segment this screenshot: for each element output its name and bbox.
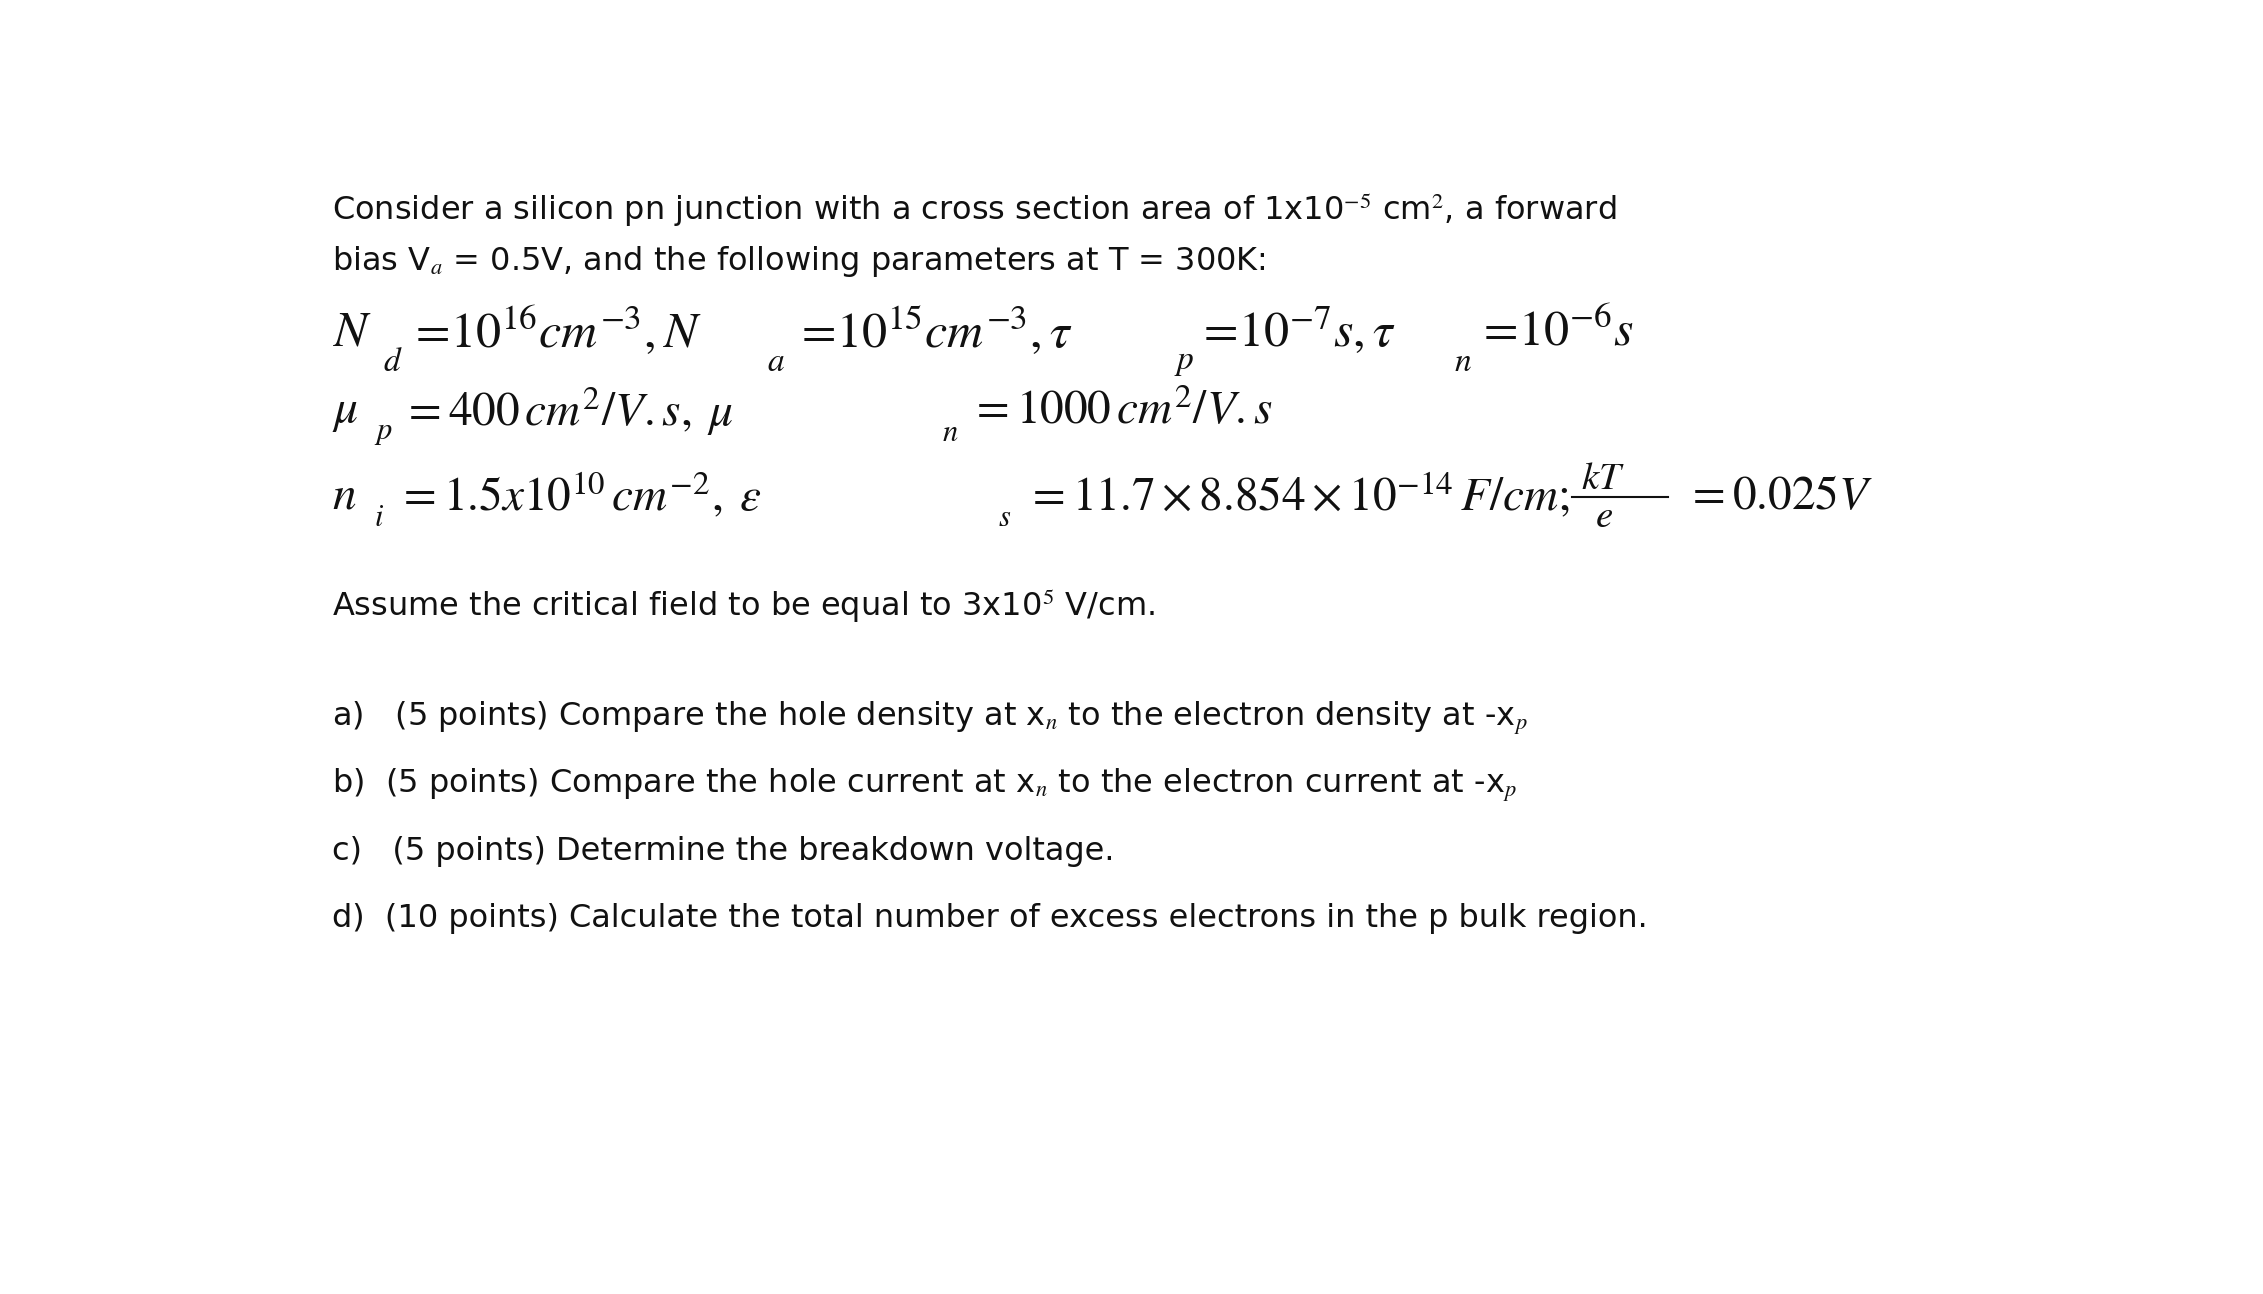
Text: $= 400\, \mathit{cm}^{2}/V.s,\; \mu$: $= 400\, \mathit{cm}^{2}/V.s,\; \mu$ (403, 384, 733, 439)
Text: $e$: $e$ (1595, 497, 1614, 534)
Text: $=1.5x10^{10}\,\mathit{cm}^{-2},\;\varepsilon$: $=1.5x10^{10}\,\mathit{cm}^{-2},\;\varep… (396, 471, 760, 521)
Text: $\it{s}$: $\it{s}$ (998, 503, 1012, 532)
Text: $=0.025V$: $=0.025V$ (1686, 474, 1874, 519)
Text: Consider a silicon pn junction with a cross section area of 1x10$^{-5}$ cm$^{2}$: Consider a silicon pn junction with a cr… (333, 192, 1616, 229)
Text: $=1000\,\mathit{cm}^{2}/V.s$: $=1000\,\mathit{cm}^{2}/V.s$ (971, 389, 1274, 433)
Text: $\it{p}$: $\it{p}$ (1174, 345, 1195, 378)
Text: $=11.7\times8.854\times10^{-14}\,F/cm;$: $=11.7\times8.854\times10^{-14}\,F/cm;$ (1027, 471, 1571, 521)
Text: bias V$_{a}$ = 0.5V, and the following parameters at T = 300K:: bias V$_{a}$ = 0.5V, and the following p… (333, 245, 1265, 280)
Text: $\it{n}$: $\it{n}$ (1455, 345, 1473, 378)
Text: a)   (5 points) Compare the hole density at x$_n$ to the electron density at -x$: a) (5 points) Compare the hole density a… (333, 700, 1528, 736)
Text: $\it{n}$: $\it{n}$ (333, 474, 355, 519)
Text: $\!=\!10^{16}\mathit{cm}^{-3},\it{N}$: $\!=\!10^{16}\mathit{cm}^{-3},\it{N}$ (414, 305, 702, 358)
Text: $\!=\!10^{-6}\mathit{s}$: $\!=\!10^{-6}\mathit{s}$ (1482, 308, 1634, 356)
Text: $\!=\!10^{-7}\mathit{s},\tau$: $\!=\!10^{-7}\mathit{s},\tau$ (1202, 305, 1396, 357)
Text: d)  (10 points) Calculate the total number of excess electrons in the p bulk reg: d) (10 points) Calculate the total numbe… (333, 903, 1647, 934)
Text: $\mu$: $\mu$ (333, 389, 358, 433)
Text: $\it{d}$: $\it{d}$ (382, 345, 403, 378)
Text: $kT$: $kT$ (1580, 459, 1625, 497)
Text: $\it{p}$: $\it{p}$ (373, 418, 394, 446)
Text: $\it{N}$: $\it{N}$ (333, 308, 371, 356)
Text: $\!=\!10^{15}\mathit{cm}^{-3},\tau$: $\!=\!10^{15}\mathit{cm}^{-3},\tau$ (801, 305, 1073, 358)
Text: $\it{n}$: $\it{n}$ (941, 418, 960, 446)
Text: b)  (5 points) Compare the hole current at x$_n$ to the electron current at -x$_: b) (5 points) Compare the hole current a… (333, 766, 1516, 804)
Text: Assume the critical field to be equal to 3x10$^{5}$ V/cm.: Assume the critical field to be equal to… (333, 586, 1154, 625)
Text: $\it{i}$: $\it{i}$ (373, 503, 385, 532)
Text: c)   (5 points) Determine the breakdown voltage.: c) (5 points) Determine the breakdown vo… (333, 836, 1113, 867)
Text: $\it{a}$: $\it{a}$ (767, 345, 785, 378)
